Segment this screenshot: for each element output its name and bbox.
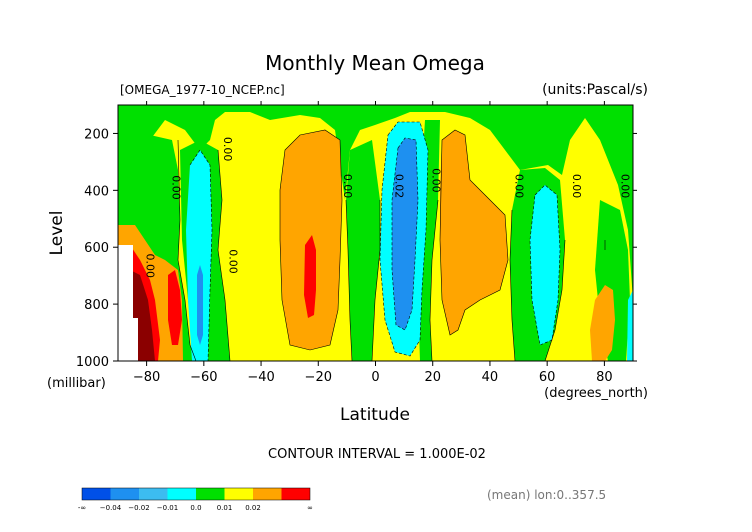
contour-labels: 0.00 0.00 0.00 0.00 0.00 0.02 0.00 0.00 0.00 0.00 — [144, 137, 632, 278]
units-label: (units:Pascal/s) — [542, 82, 648, 98]
x-tick-label: −60 — [190, 370, 217, 385]
x-tick-label: 40 — [482, 370, 499, 385]
contour-line-9 — [439, 129, 509, 336]
contour-line-5 — [429, 199, 439, 361]
band-orange-nh-polar — [590, 285, 615, 361]
colorbar-bin — [224, 488, 253, 500]
contour-line-10 — [379, 121, 429, 357]
missing-data-notch — [118, 318, 138, 361]
y-axis-label: Level — [47, 211, 67, 256]
chart-title: Monthly Mean Omega — [265, 51, 485, 75]
contour-line-6 — [509, 209, 516, 361]
band-orange-nh — [440, 130, 508, 335]
contour-label: 0.00 — [570, 174, 583, 199]
colorbar-bin — [82, 488, 111, 500]
x-tick-label: −20 — [305, 370, 332, 385]
x-axis: −80 −60 −40 −20 0 20 40 60 80 — [133, 101, 613, 385]
contour-line-13 — [189, 149, 213, 361]
contour-line-12 — [529, 184, 561, 346]
colorbar-tick-label: ∞ — [307, 504, 313, 512]
y-tick-label: 600 — [84, 241, 109, 256]
band-red-sh-2 — [168, 270, 182, 345]
contour-label: 0.02 — [393, 174, 406, 199]
y-tick-label: 1000 — [76, 355, 109, 370]
x-tick-label: 0 — [371, 370, 379, 385]
contour-label: 0.00 — [619, 174, 632, 199]
x-axis-units: (degrees_north) — [544, 386, 648, 401]
contour-line-3 — [345, 199, 353, 361]
y-tick-label: 400 — [84, 184, 109, 199]
contour-interval-label: CONTOUR INTERVAL = 1.000E-02 — [268, 447, 486, 462]
contour-lines — [177, 121, 606, 361]
band-blue-eq — [392, 138, 418, 330]
band-cyan-south — [186, 150, 212, 361]
colorbar-tick-label: −0.01 — [157, 504, 178, 512]
mean-label: (mean) lon:0..357.5 — [487, 488, 606, 502]
colorbar: -∞ −0.04 −0.02 −0.01 0.0 0.01 0.02 ∞ — [78, 487, 313, 512]
x-tick-label: −80 — [133, 370, 160, 385]
colorbar-tick-label: −0.04 — [100, 504, 122, 512]
colorbar-tick-label: -∞ — [78, 504, 86, 512]
contour-line-2 — [217, 149, 231, 361]
colorbar-tick-label: 0.0 — [190, 504, 201, 512]
contour-label: 0.00 — [169, 175, 182, 200]
file-label: [OMEGA_1977-10_NCEP.nc] — [120, 83, 285, 97]
contour-label: 0.00 — [430, 168, 443, 193]
band-cyan-pole — [627, 290, 633, 361]
contour-line-7 — [544, 239, 566, 361]
y-tick-label: 200 — [84, 127, 109, 142]
contour-label: 0.00 — [513, 174, 526, 199]
y-axis: 1000 800 600 400 200 — [76, 127, 637, 370]
colorbar-tick-label: 0.01 — [217, 504, 233, 512]
x-axis-label: Latitude — [340, 405, 410, 425]
contour-field — [118, 105, 633, 361]
contour-line-4 — [371, 200, 381, 361]
x-tick-label: 20 — [424, 370, 441, 385]
colorbar-tick-label: −0.02 — [128, 504, 149, 512]
x-tick-label: 80 — [596, 370, 613, 385]
x-tick-label: 60 — [539, 370, 556, 385]
band-red-sh — [304, 235, 316, 318]
colorbar-tick-label: 0.02 — [245, 504, 261, 512]
contour-line-1 — [177, 139, 197, 361]
band-cyan-north — [530, 185, 560, 345]
band-green-eq — [346, 140, 380, 361]
y-axis-units: (millibar) — [47, 376, 106, 391]
contour-label: 0.00 — [144, 253, 157, 278]
colorbar-bin — [196, 488, 225, 500]
contour-label: 0.00 — [227, 249, 240, 274]
colorbar-bin — [167, 488, 196, 500]
contour-label: 0.00 — [221, 137, 234, 162]
contour-label: 0.00 — [341, 174, 354, 199]
x-tick-label: −40 — [247, 370, 274, 385]
contour-line-8 — [279, 129, 343, 351]
colorbar-bin — [110, 488, 139, 500]
colorbar-bin — [253, 488, 282, 500]
colorbar-frame — [81, 487, 311, 501]
colorbar-bin — [139, 488, 168, 500]
band-blue-south — [197, 265, 203, 345]
y-tick-label: 800 — [84, 298, 109, 313]
colorbar-bin — [281, 488, 310, 500]
